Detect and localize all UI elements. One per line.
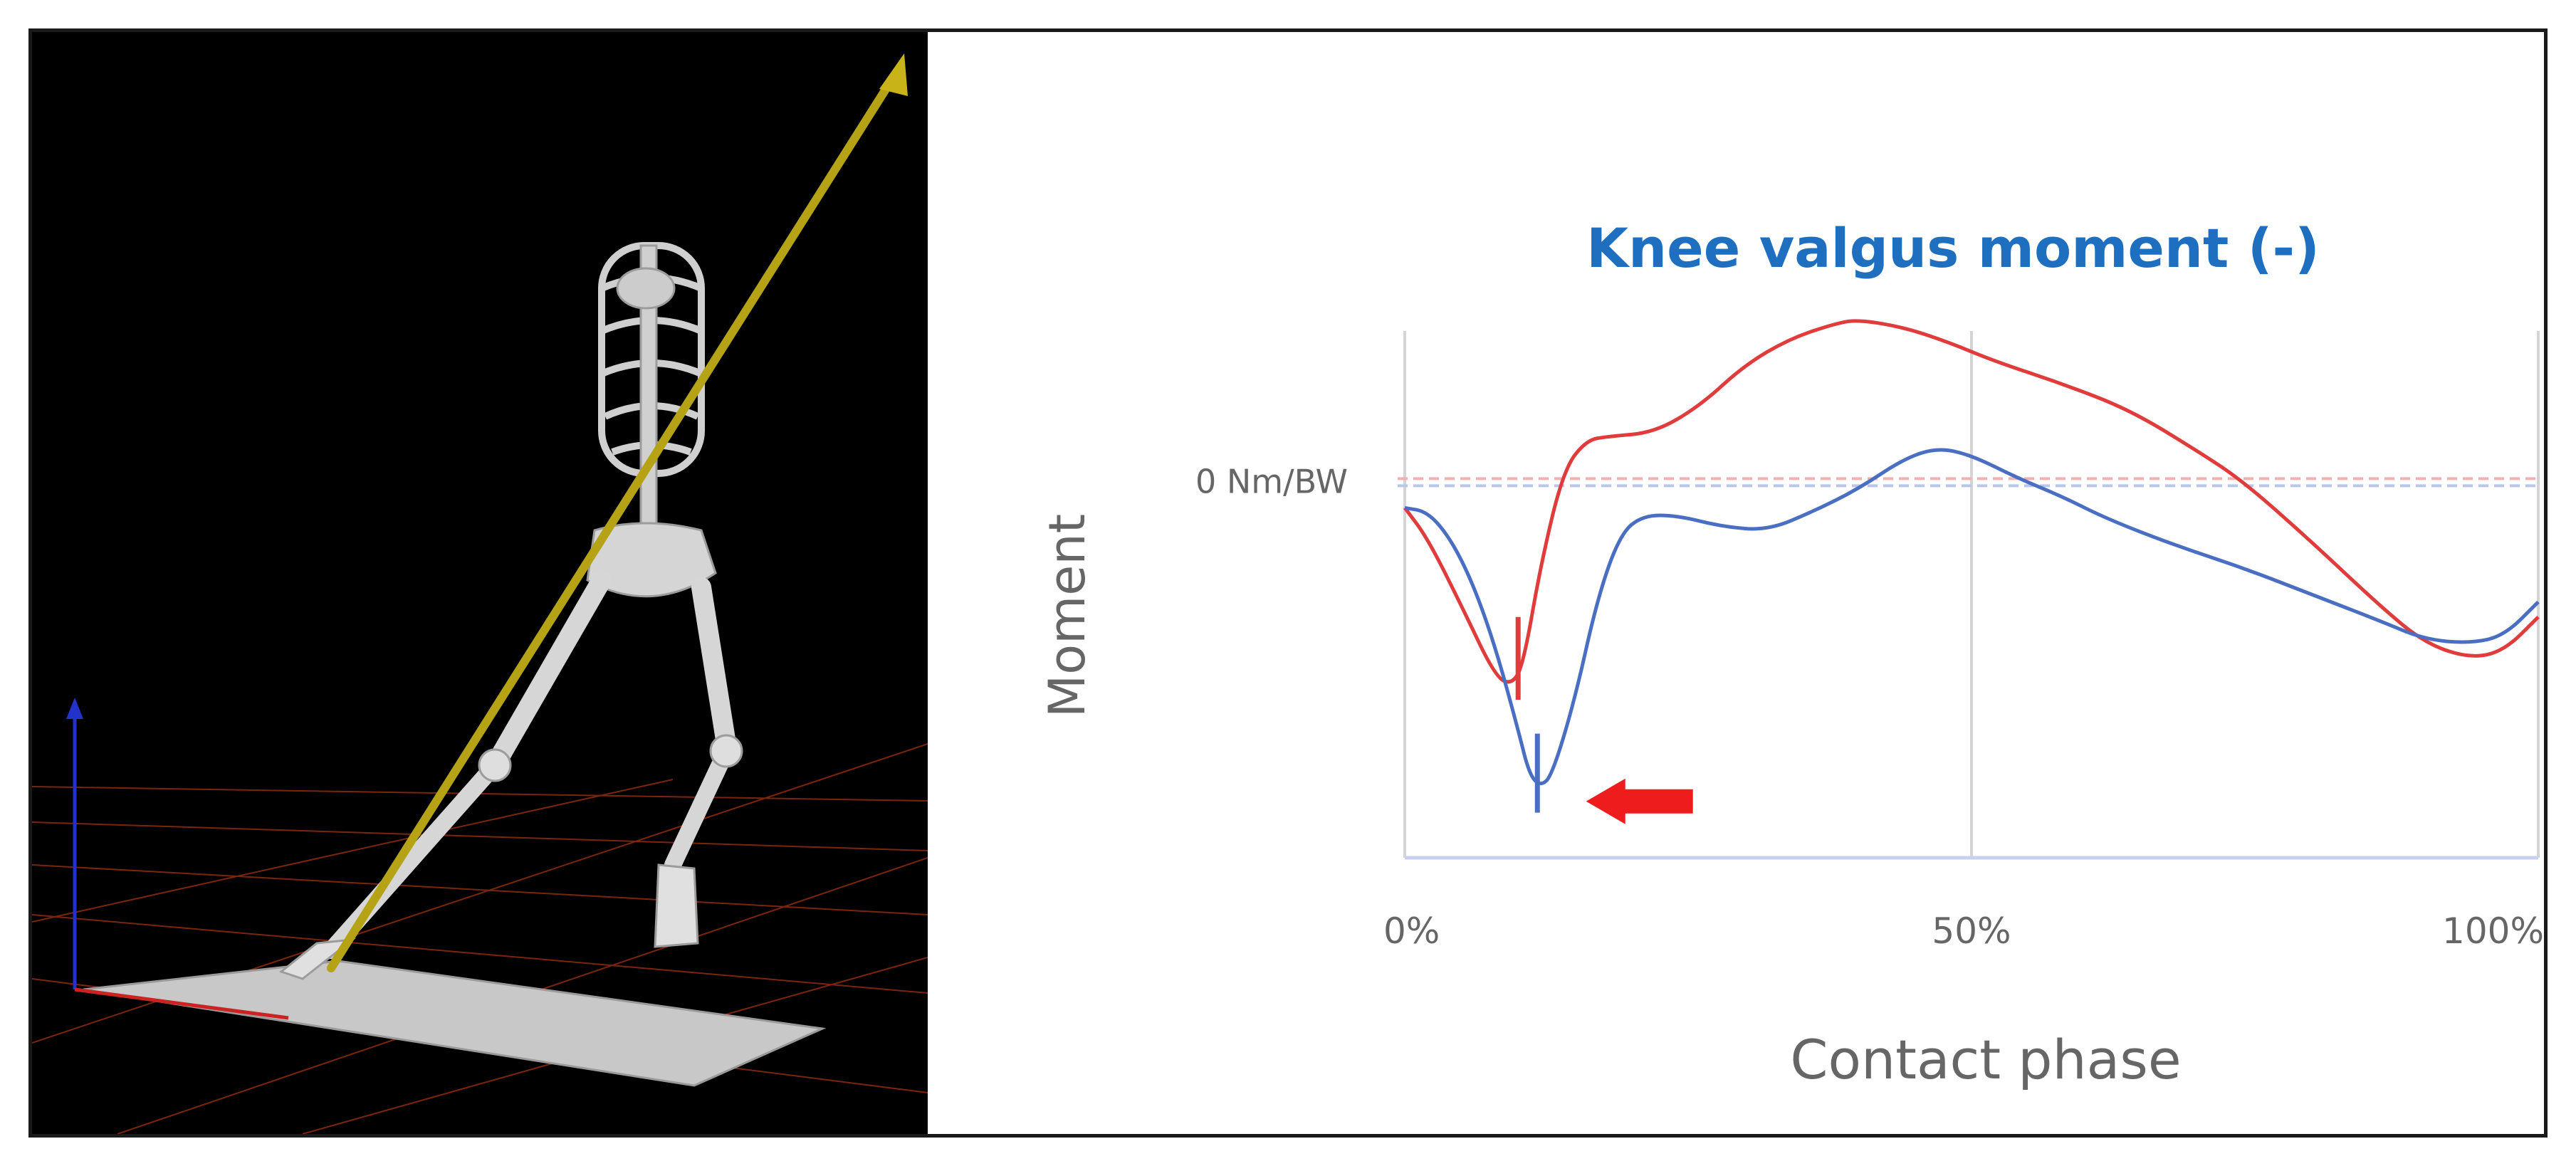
- grid-lines: [1403, 331, 2540, 858]
- force-vector-arrowhead: [879, 53, 908, 96]
- z-axis-arrowhead: [66, 698, 83, 719]
- red-arrow-annotation: [1586, 778, 1693, 824]
- series-markers: [1515, 616, 1540, 813]
- chart-title: Knee valgus moment (-): [1586, 216, 2320, 280]
- chart-panel: Knee valgus moment (-) 0 Nm/BW Moment Co…: [928, 32, 2544, 1134]
- force-vector: [327, 67, 901, 972]
- x-tick-label-100: 100%: [2442, 910, 2544, 952]
- annotation: [1586, 778, 1693, 824]
- x-tick-label-50: 50%: [1932, 910, 2011, 952]
- x-axis-arrow: [74, 987, 289, 1020]
- floor-grid: [32, 743, 928, 1134]
- reference-line-label: 0 Nm/BW: [1195, 462, 1348, 500]
- x-tick-labels: 0% 50% 100%: [1383, 910, 2544, 952]
- x-tick-label-0: 0%: [1383, 910, 1440, 952]
- reference-line: [1398, 477, 2538, 488]
- skeleton-scene: [32, 53, 928, 1134]
- skeleton: [278, 242, 743, 980]
- x-axis-label: Contact phase: [1790, 1028, 2181, 1091]
- series-line-2: [1404, 448, 2540, 786]
- y-axis-label: Moment: [1038, 514, 1096, 718]
- force-plate: [83, 960, 827, 1087]
- simulation-panel: [32, 32, 928, 1134]
- knee-moment-chart: Knee valgus moment (-) 0 Nm/BW Moment Co…: [1038, 216, 2544, 1091]
